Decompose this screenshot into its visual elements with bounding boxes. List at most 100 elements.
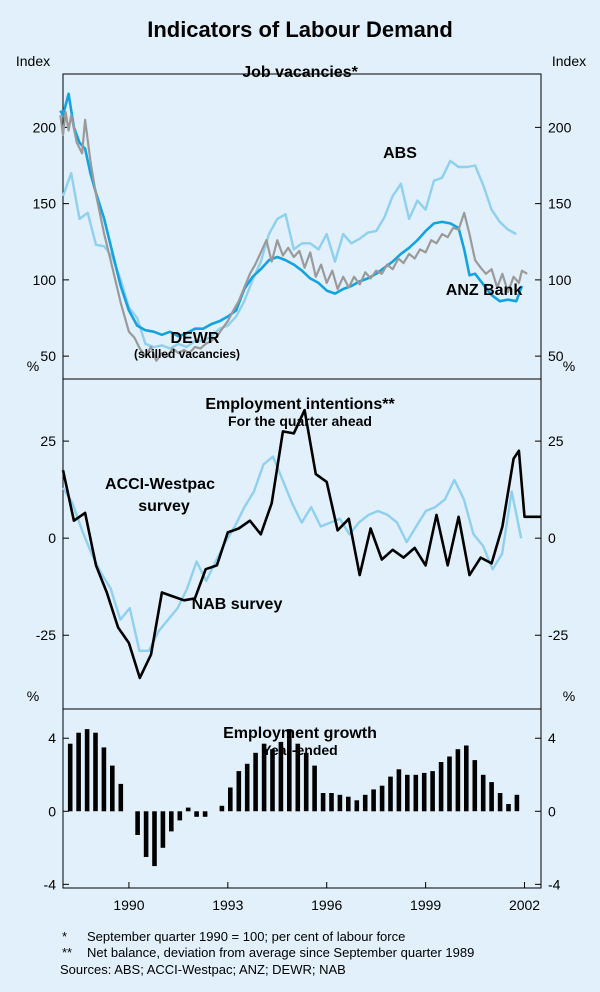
panel3-ytick-label-left: 4	[48, 730, 56, 746]
series-line-dewr	[59, 111, 528, 362]
employment-growth-bar	[303, 752, 309, 812]
panel2-left-unit: %	[27, 358, 39, 374]
panel2-ytick-label-right: 25	[548, 433, 564, 449]
employment-growth-bar	[346, 796, 351, 812]
employment-growth-bar	[497, 793, 503, 812]
employment-growth-bar	[464, 745, 469, 812]
employment-growth-bar	[110, 765, 115, 812]
employment-growth-bar	[118, 783, 124, 812]
employment-growth-bar	[447, 756, 452, 812]
employment-growth-bar	[514, 794, 520, 812]
employment-growth-bar	[202, 811, 208, 817]
employment-growth-bar	[219, 805, 225, 812]
employment-growth-bar	[287, 729, 292, 812]
chart-title: Indicators of Labour Demand	[147, 17, 453, 42]
employment-growth-bar	[236, 771, 242, 812]
panel1-ytick-label-left: 200	[33, 119, 57, 135]
employment-growth-bar	[177, 811, 183, 821]
panel2-right-unit: %	[563, 358, 575, 374]
employment-growth-bar	[101, 747, 107, 812]
employment-growth-bar	[354, 800, 360, 812]
annotation-acci-westpac: ACCI-Westpac	[105, 476, 215, 493]
annotation-dewr-subtitle: (skilled vacancies)	[134, 347, 240, 361]
employment-growth-bar	[430, 771, 435, 812]
employment-growth-bar	[396, 769, 402, 812]
employment-growth-bar	[480, 774, 486, 812]
employment-growth-bar	[278, 741, 284, 812]
panel2-ytick-label-left: 0	[48, 530, 56, 546]
panel3-right-unit: %	[563, 688, 575, 704]
employment-growth-bar	[253, 752, 258, 812]
annotation-nab-survey: NAB survey	[192, 596, 283, 613]
panel3-ytick-label-right: 0	[548, 803, 556, 819]
employment-growth-bar	[76, 732, 81, 812]
employment-growth-bar	[405, 774, 410, 812]
xtick-label: 1993	[212, 897, 243, 913]
panel3-ytick-label-right: 4	[548, 730, 556, 746]
xtick-label: 2002	[509, 897, 540, 913]
employment-growth-bar	[472, 760, 478, 812]
footnote-2-text: Net balance, deviation from average sinc…	[87, 945, 475, 960]
xtick-label: 1999	[410, 897, 441, 913]
sources-note: Sources: ABS; ACCI-Westpac; ANZ; DEWR; N…	[60, 962, 346, 977]
employment-growth-bar	[320, 793, 326, 812]
panel3-left-unit: %	[27, 688, 39, 704]
xtick-label: 1996	[311, 897, 342, 913]
panel2-ytick-label-left: 25	[40, 433, 56, 449]
employment-growth-bar	[438, 762, 444, 812]
employment-growth-bar	[84, 729, 90, 812]
panel3-ytick-label-left: -4	[44, 876, 57, 892]
employment-growth-bar	[152, 811, 157, 867]
annotation-anz-bank: ANZ Bank	[446, 282, 523, 299]
employment-growth-bar	[388, 776, 393, 812]
panel3-ytick-label-left: 0	[48, 803, 56, 819]
series-line-anz-bank	[59, 92, 524, 338]
employment-growth-bar	[421, 772, 427, 812]
employment-growth-bar	[228, 787, 233, 812]
footnote-1-marker: *	[62, 929, 68, 944]
panel1-left-unit: Index	[16, 53, 50, 69]
employment-growth-bar	[337, 794, 343, 812]
panel1-ytick-label-left: 100	[33, 272, 57, 288]
series-line-nab-survey	[61, 455, 523, 652]
panel2-ytick-label-left: -25	[36, 627, 56, 643]
employment-growth-bar	[270, 749, 275, 812]
series-line-abs	[61, 159, 517, 350]
employment-growth-bar	[93, 732, 98, 812]
panel2-ytick-label-right: -25	[548, 627, 568, 643]
series-line-acci-westpac-survey	[61, 408, 541, 680]
panel3-ytick-label-right: -4	[548, 876, 561, 892]
panel2-ytick-label-right: 0	[548, 530, 556, 546]
panel3-title: Employment growth	[223, 725, 377, 742]
employment-growth-bar	[194, 811, 199, 817]
employment-growth-bar	[455, 749, 461, 812]
panel1-ytick-label-right: 100	[548, 272, 572, 288]
panel1-title: Job vacancies*	[242, 64, 358, 81]
employment-growth-bar	[67, 743, 73, 812]
employment-growth-bar	[135, 811, 140, 835]
panel1-ytick-label-right: 200	[548, 119, 572, 135]
employment-growth-bar	[261, 743, 267, 812]
employment-growth-bar	[295, 743, 301, 812]
annotation-acci-survey: survey	[138, 498, 190, 515]
employment-growth-bar	[506, 804, 511, 812]
employment-growth-bar	[244, 763, 250, 812]
employment-growth-bar	[185, 807, 191, 812]
employment-growth-bar	[379, 785, 385, 812]
employment-growth-bar	[169, 811, 174, 832]
panel2-title: Employment intentions**	[205, 396, 395, 413]
employment-growth-bar	[312, 765, 317, 812]
panel1-ytick-label-right: 50	[548, 348, 564, 364]
chart-frame	[62, 73, 542, 889]
footnote-2-marker: **	[62, 945, 73, 960]
annotation-dewr: DEWR	[171, 330, 220, 347]
employment-growth-bar	[329, 793, 334, 812]
xtick-label: 1990	[113, 897, 144, 913]
panel1-ytick-label-left: 150	[33, 196, 57, 212]
annotation-abs: ABS	[383, 145, 417, 162]
employment-growth-bar	[371, 789, 376, 812]
employment-growth-bar	[160, 811, 166, 848]
employment-growth-bar	[143, 811, 149, 857]
footnote-1-text: September quarter 1990 = 100; per cent o…	[87, 929, 406, 944]
